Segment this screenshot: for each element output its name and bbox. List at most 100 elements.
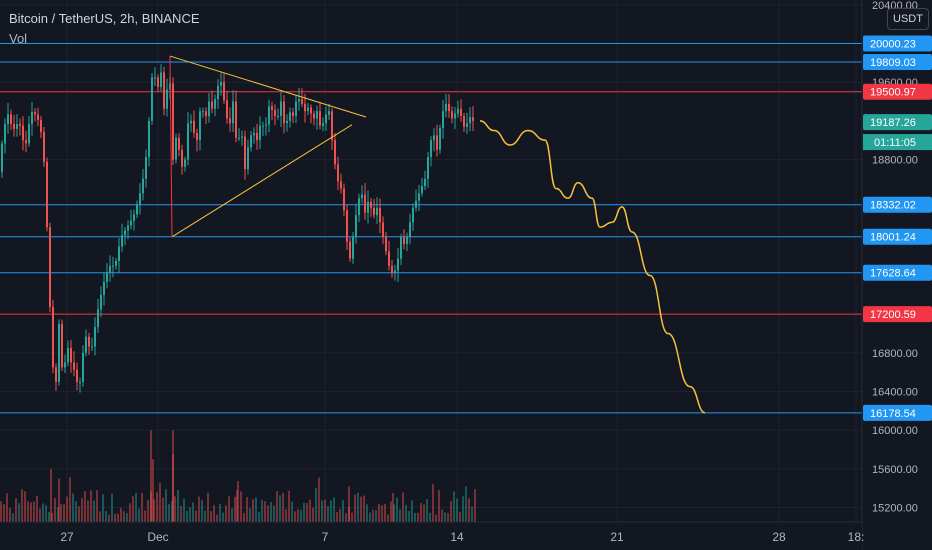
volume-bar xyxy=(231,508,233,522)
candle-body xyxy=(109,265,111,273)
candle-body xyxy=(361,194,363,199)
candle-body xyxy=(388,251,390,266)
candle-body xyxy=(256,132,258,141)
candle-body xyxy=(340,181,342,189)
symbol-title[interactable]: Bitcoin / TetherUS, 2h, BINANCE xyxy=(9,11,200,26)
candle-body xyxy=(460,108,462,116)
triangle-upper-line xyxy=(169,55,367,118)
candle-body xyxy=(142,178,144,194)
candle-body xyxy=(259,125,261,141)
volume-bar xyxy=(111,494,113,522)
candle-body xyxy=(205,111,207,116)
countdown-label: 01:11:05 xyxy=(874,137,916,149)
candle-body xyxy=(196,132,198,141)
volume-bar xyxy=(198,496,200,522)
volume-bar xyxy=(303,502,305,522)
volume-bar xyxy=(186,510,188,522)
volume-bar xyxy=(207,492,209,522)
candle-body xyxy=(277,116,279,117)
volume-bar xyxy=(243,513,245,522)
candle-body xyxy=(268,106,270,125)
time-tick-label: 7 xyxy=(322,530,329,544)
volume-bar xyxy=(414,512,416,522)
volume-bar xyxy=(108,514,110,522)
volume-bar xyxy=(447,512,449,522)
volume-bar xyxy=(99,511,101,522)
candle-body xyxy=(424,178,426,187)
candle-body xyxy=(367,201,369,213)
candle-body xyxy=(433,135,435,141)
volume-bar xyxy=(282,492,284,522)
candles xyxy=(1,64,474,393)
level-price-label-bg xyxy=(863,53,932,70)
time-axis[interactable]: 27 Dec 7 14 21 28 18: xyxy=(0,521,864,550)
volume-bar xyxy=(420,503,422,522)
volume-bar xyxy=(450,501,452,522)
volume-bar xyxy=(90,490,92,522)
volume-bar xyxy=(174,496,176,522)
volume-bar xyxy=(120,507,122,522)
volume-bar xyxy=(219,503,221,522)
volume-bar xyxy=(138,508,140,522)
candle-body xyxy=(304,103,306,112)
level-price-label-bg xyxy=(863,83,932,100)
candle-body xyxy=(37,114,39,121)
price-axis[interactable]: 15200.00 15600.00 16000.00 16400.00 16800.00… xyxy=(861,0,932,550)
volume-bar xyxy=(279,495,281,522)
candle-body xyxy=(97,309,99,328)
volume-bar xyxy=(336,512,338,522)
candle-body xyxy=(298,99,300,102)
candle-body xyxy=(352,236,354,259)
volume-bar xyxy=(345,513,347,522)
level-price-label-bg xyxy=(863,35,932,52)
volume-bar xyxy=(330,500,332,522)
volume-indicator-label[interactable]: Vol xyxy=(9,31,28,46)
volume-bar xyxy=(58,478,60,522)
candle-body xyxy=(10,114,12,125)
volume-bar xyxy=(474,489,476,522)
candle-body xyxy=(181,149,183,167)
volume-bar xyxy=(192,502,194,522)
volume-bar xyxy=(411,500,413,522)
candle-body xyxy=(226,100,228,119)
volume-bar xyxy=(81,497,83,522)
candle-body xyxy=(121,235,123,247)
candle-body xyxy=(73,362,75,370)
candle-body xyxy=(1,143,3,173)
volume-bar xyxy=(21,489,23,522)
volume-bar xyxy=(15,498,17,522)
volume-bar xyxy=(162,497,164,522)
volume-bar xyxy=(396,497,398,522)
volume-bar xyxy=(300,509,302,522)
candle-body xyxy=(13,124,15,129)
last-price-label-bg xyxy=(863,114,932,131)
volume-bar xyxy=(324,499,326,522)
volume-bar xyxy=(189,507,191,522)
candle-body xyxy=(82,352,84,382)
volume-bar xyxy=(432,483,434,522)
volume-bar xyxy=(291,501,293,522)
volume-bar xyxy=(195,510,197,522)
volume-bar xyxy=(438,490,440,522)
volume-bar xyxy=(333,497,335,522)
currency-button[interactable]: USDT xyxy=(887,8,929,30)
candle-body xyxy=(55,367,57,382)
candle-body xyxy=(253,132,255,136)
volume-bar xyxy=(423,504,425,522)
volume-bar xyxy=(150,491,152,522)
candle-body xyxy=(100,294,102,310)
volume-bar xyxy=(465,486,467,522)
candle-body xyxy=(403,236,405,245)
volume-bar xyxy=(27,501,29,522)
candle-body xyxy=(112,265,114,267)
volume-bar xyxy=(150,430,152,522)
candle-body xyxy=(394,270,396,274)
volume-bar xyxy=(172,430,174,522)
candle-body xyxy=(133,214,135,221)
volume-bar xyxy=(366,504,368,522)
time-tick-label: 27 xyxy=(60,530,74,544)
candle-body xyxy=(223,82,225,101)
candle-body xyxy=(172,83,174,160)
candle-body xyxy=(430,140,432,158)
